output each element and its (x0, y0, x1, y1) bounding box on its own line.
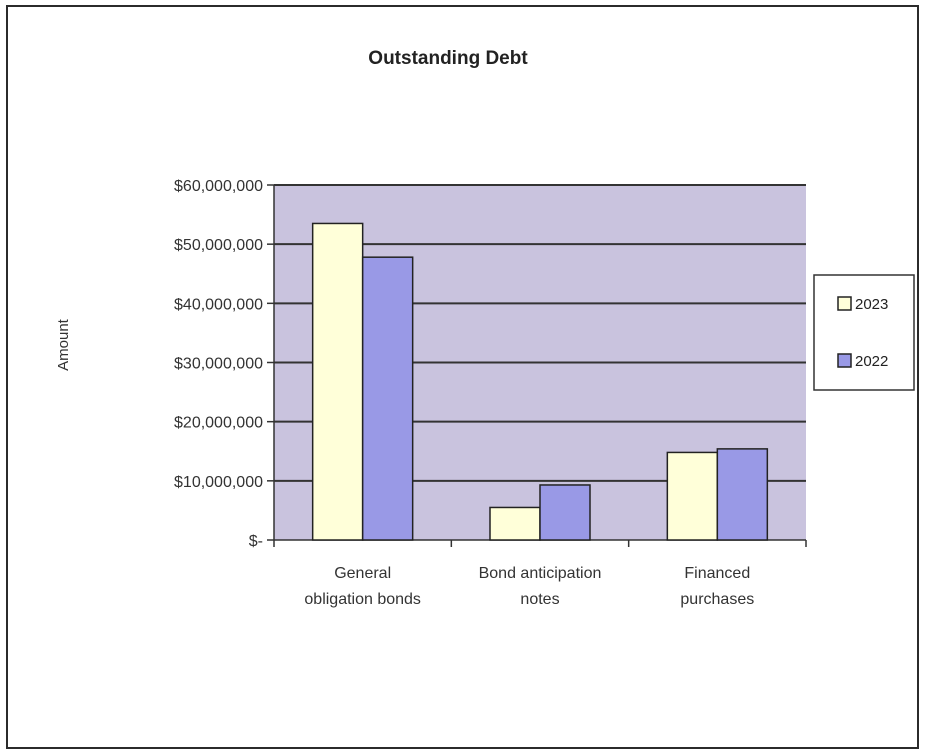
y-tick-label: $20,000,000 (174, 415, 263, 432)
y-tick-label: $60,000,000 (174, 178, 263, 195)
bar-2023-2 (666, 451, 719, 541)
x-category-label: Bond anticipation notes (479, 565, 602, 608)
chart-title: Outstanding Debt (368, 48, 528, 69)
x-category-label: General obligation bonds (304, 565, 421, 608)
bar-2022-0 (361, 256, 414, 541)
y-tick-label: $30,000,000 (174, 356, 263, 373)
legend-label-2023: 2023 (855, 296, 888, 313)
bar-2023-1 (489, 506, 541, 541)
y-tick-label: $10,000,000 (174, 474, 263, 491)
legend: 2023 2022 (813, 274, 915, 391)
legend-swatch-2022 (837, 353, 852, 368)
bar-2023-0 (311, 222, 364, 541)
y-tick-label: $50,000,000 (174, 237, 263, 254)
legend-swatch-2023 (837, 296, 852, 311)
y-axis-label: Amount (55, 318, 72, 371)
bar-2022-2 (716, 448, 769, 541)
plot-area: $- $10,000,000 $20,000,000 $30,000,000 $40,0… (174, 178, 807, 608)
y-tick-label: $40,000,000 (174, 296, 263, 313)
bar-2022-1 (539, 484, 591, 541)
y-tick-label: $- (249, 533, 263, 550)
x-category-label: Financed purchases (680, 565, 754, 608)
legend-label-2022: 2022 (855, 353, 888, 370)
legend-box (813, 274, 915, 391)
